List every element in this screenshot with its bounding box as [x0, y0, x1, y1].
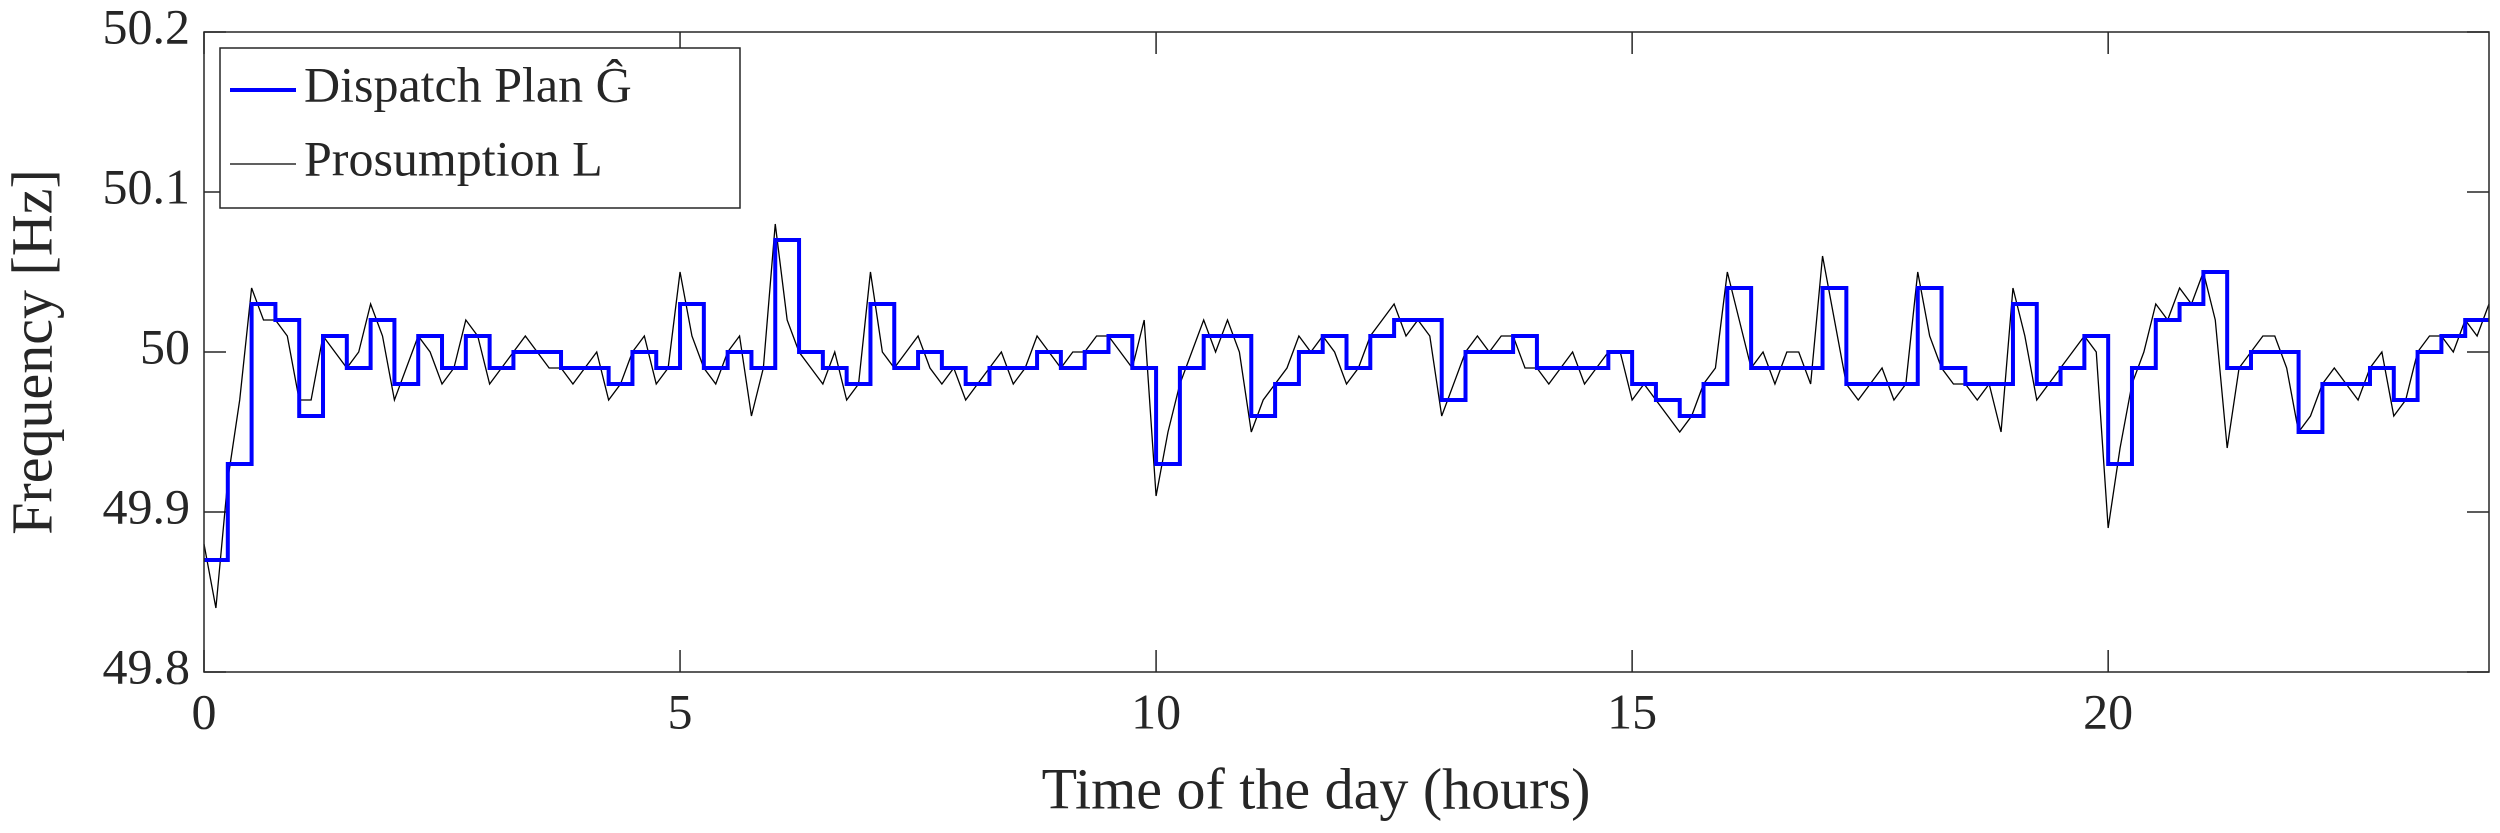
series-line [204, 238, 2489, 562]
x-tick-label: 0 [192, 683, 217, 739]
legend-label: Prosumption L [304, 130, 603, 186]
x-tick-label: 5 [668, 683, 693, 739]
y-axis-label: Frequency [Hz] [0, 169, 64, 535]
y-tick-label: 49.9 [103, 478, 191, 534]
y-tick-label: 50.2 [103, 0, 191, 54]
axes-box [203, 31, 2490, 673]
x-tick-label: 15 [1607, 683, 1657, 739]
x-tick-label: 10 [1131, 683, 1181, 739]
y-tick-label: 50.1 [103, 158, 191, 214]
y-tick-label: 50 [140, 318, 190, 374]
x-axis-label: Time of the day (hours) [1042, 756, 1591, 821]
legend-box [219, 47, 741, 209]
legend-label: Dispatch Plan Ĝ [304, 56, 632, 112]
y-tick-label: 49.8 [103, 638, 191, 694]
x-tick-label: 20 [2083, 683, 2133, 739]
